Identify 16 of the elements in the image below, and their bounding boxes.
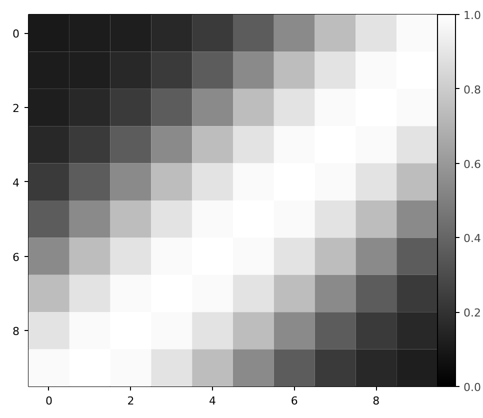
y-tick-label: 8 xyxy=(12,325,20,338)
color-bar-label: 0.4 xyxy=(464,232,481,246)
y-tick-label: 6 xyxy=(12,250,20,264)
x-tick-label: 0 xyxy=(45,394,52,408)
y-tick-label: 4 xyxy=(12,176,20,190)
color-bar-label: 0.2 xyxy=(464,306,481,320)
x-tick-label: 6 xyxy=(290,394,298,408)
x-tick-label: 2 xyxy=(127,394,134,408)
color-bar-label: 0.0 xyxy=(464,381,481,394)
x-tick-label: 4 xyxy=(209,394,216,408)
color-bar-label: 1.0 xyxy=(464,9,481,22)
x-tick-label: 8 xyxy=(372,394,380,408)
y-tick-label: 0 xyxy=(12,28,20,41)
y-tick-label: 2 xyxy=(12,102,20,115)
color-bar-label: 0.8 xyxy=(464,83,481,96)
color-bar-label: 0.6 xyxy=(464,158,481,171)
